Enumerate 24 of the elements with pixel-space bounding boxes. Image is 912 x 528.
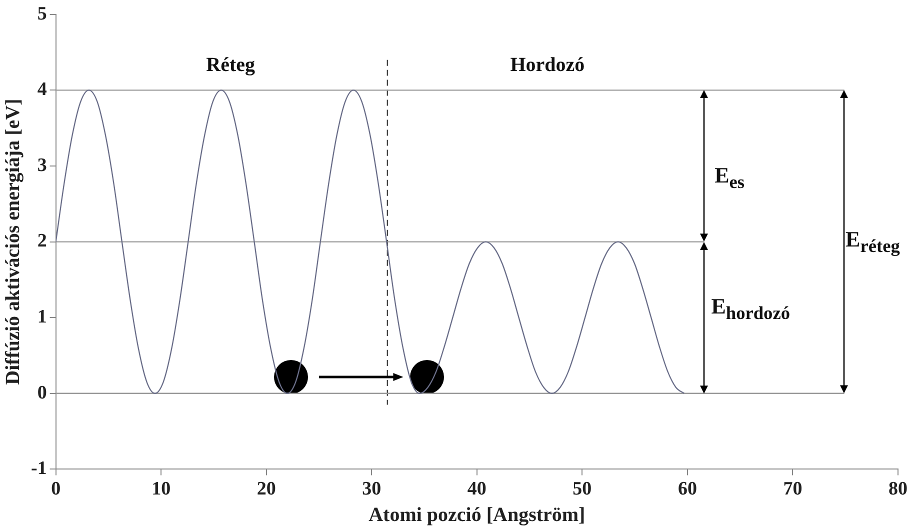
x-tick-label: 40: [467, 478, 486, 500]
x-tick-label: 50: [572, 478, 592, 500]
x-tick-label: 20: [256, 478, 276, 500]
annotation: Réteg: [206, 54, 255, 76]
x-tick-label: 10: [152, 478, 171, 500]
x-tick-label: 30: [362, 478, 382, 500]
annotation: Hordozó: [510, 54, 585, 76]
x-tick-label: 60: [678, 478, 697, 500]
annotation: E$_{réteg}$: [846, 226, 900, 256]
y-axis-title: Diffúzió aktivációs energiája [eV]: [2, 98, 24, 385]
y-tick-label: 5: [37, 3, 47, 24]
line-series: [56, 90, 685, 394]
y-tick-label: 2: [37, 230, 47, 252]
x-axis-title: Atomi pozció [Angström]: [368, 504, 586, 526]
y-tick-label: -1: [31, 458, 47, 480]
y-tick-label: 0: [37, 382, 47, 404]
x-tick-label: 0: [51, 478, 61, 500]
annotation: E$_{es}$: [714, 162, 745, 192]
y-tick-label: 1: [37, 306, 47, 328]
x-tick-label: 80: [888, 478, 908, 500]
annotation: E$_{hordozó}$: [711, 293, 790, 323]
y-tick-label: 4: [37, 79, 48, 100]
y-tick-label: 3: [37, 154, 47, 176]
x-tick-label: 70: [783, 478, 802, 500]
